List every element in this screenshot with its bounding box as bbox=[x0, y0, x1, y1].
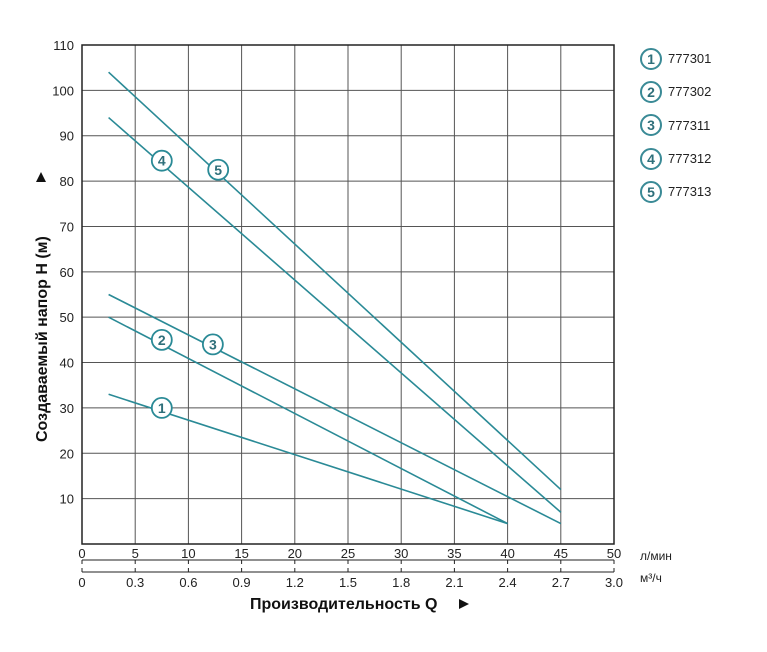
legend-label: 777312 bbox=[668, 151, 712, 167]
series-marker-label: 4 bbox=[158, 153, 166, 169]
series-markers: 1 2 3 4 5 bbox=[150, 149, 230, 419]
x-tick-label: 5 bbox=[132, 546, 139, 561]
y-axis-arrow-icon bbox=[36, 172, 46, 182]
x2-tick-label: 0.9 bbox=[233, 575, 251, 590]
series-marker-label: 5 bbox=[214, 162, 222, 178]
series-marker-icon bbox=[150, 328, 173, 351]
plot-frame bbox=[81, 44, 615, 545]
series-marker-icon bbox=[207, 158, 230, 181]
x-axis-ticks-m3h: 0 0.3 0.6 0.9 1.2 1.5 1.8 2.1 2.4 2.7 3.0 bbox=[78, 568, 623, 590]
y-tick-label: 110 bbox=[53, 38, 74, 53]
series-marker-icon bbox=[201, 333, 224, 356]
legend-item: 1 777301 bbox=[640, 42, 755, 75]
x-axis-arrow-icon bbox=[459, 599, 469, 609]
y-tick-label: 100 bbox=[52, 83, 74, 98]
x2-tick-label: 0.6 bbox=[179, 575, 197, 590]
x-tick-label: 50 bbox=[607, 546, 621, 561]
x2-tick-label: 0.3 bbox=[126, 575, 144, 590]
x-tick-label: 10 bbox=[181, 546, 195, 561]
x-axis-title-group: Производительность Q bbox=[250, 596, 469, 613]
series-badge-icon: 1 bbox=[640, 47, 662, 70]
y-tick-label: 40 bbox=[60, 356, 74, 371]
legend-item: 5 777313 bbox=[640, 175, 755, 208]
legend-label: 777301 bbox=[668, 51, 712, 67]
legend-label: 777313 bbox=[668, 184, 712, 200]
x2-tick-label: 0 bbox=[78, 575, 85, 590]
x2-tick-label: 2.7 bbox=[552, 575, 570, 590]
y-tick-label: 20 bbox=[60, 446, 74, 461]
series-marker-label: 3 bbox=[209, 336, 217, 352]
legend-item: 2 777302 bbox=[640, 75, 755, 108]
x2-tick-label: 3.0 bbox=[605, 575, 623, 590]
x2-tick-label: 1.2 bbox=[286, 575, 304, 590]
x-axis-title: Производительность Q bbox=[250, 596, 437, 613]
x-tick-label: 45 bbox=[554, 546, 568, 561]
series-marker-label: 2 bbox=[158, 332, 166, 348]
series-badge-icon: 5 bbox=[640, 180, 662, 203]
series-marker-icon bbox=[150, 149, 173, 172]
x-tick-label: 0 bbox=[78, 546, 85, 561]
legend-item: 4 777312 bbox=[640, 142, 755, 175]
x-tick-label: 30 bbox=[394, 546, 408, 561]
series-line-777312 bbox=[108, 116, 562, 513]
series-lines bbox=[108, 71, 562, 525]
x-axis-ticks-lmin: 0 5 10 15 20 25 30 35 40 45 50 bbox=[78, 546, 621, 564]
y-tick-label: 70 bbox=[60, 219, 74, 234]
x-unit-label: л/мин bbox=[640, 549, 672, 563]
x-tick-label: 15 bbox=[234, 546, 248, 561]
chart-grid bbox=[82, 45, 614, 544]
x-tick-label: 35 bbox=[447, 546, 461, 561]
x-tick-label: 25 bbox=[341, 546, 355, 561]
legend-item: 3 777311 bbox=[640, 109, 755, 142]
series-line-777311 bbox=[108, 293, 562, 525]
x-tick-label: 20 bbox=[288, 546, 302, 561]
legend-label: 777311 bbox=[668, 117, 711, 133]
y-tick-label: 50 bbox=[60, 310, 74, 325]
y-tick-label: 30 bbox=[60, 401, 74, 416]
series-line-777302 bbox=[108, 316, 508, 525]
legend-label: 777302 bbox=[668, 84, 712, 100]
y-tick-label: 10 bbox=[60, 492, 74, 507]
series-badge-icon: 3 bbox=[640, 114, 662, 137]
y-axis-title: Создаваемый напор H (м) bbox=[34, 236, 51, 442]
y-tick-label: 90 bbox=[60, 129, 74, 144]
x2-tick-label: 1.8 bbox=[392, 575, 410, 590]
y-tick-label: 80 bbox=[60, 174, 74, 189]
y-axis-ticks: 10 20 30 40 50 60 70 80 90 100 110 bbox=[52, 38, 74, 507]
x-tick-label: 40 bbox=[500, 546, 514, 561]
series-marker-label: 1 bbox=[158, 400, 166, 416]
y-tick-label: 60 bbox=[60, 265, 74, 280]
series-badge-icon: 4 bbox=[640, 147, 662, 170]
series-marker-icon bbox=[150, 397, 173, 419]
series-line-777301 bbox=[108, 393, 508, 525]
series-badge-icon: 2 bbox=[640, 80, 662, 103]
series-line-777313 bbox=[108, 71, 562, 491]
x2-tick-label: 2.4 bbox=[499, 575, 517, 590]
y-axis-title-group: Создаваемый напор H (м) bbox=[34, 172, 51, 442]
plot-border bbox=[81, 44, 615, 545]
x2-tick-label: 1.5 bbox=[339, 575, 357, 590]
legend: 1 777301 2 777302 3 777311 4 777312 5 77… bbox=[640, 42, 755, 208]
x2-tick-label: 2.1 bbox=[445, 575, 463, 590]
x2-unit-label: м³/ч bbox=[640, 571, 662, 585]
